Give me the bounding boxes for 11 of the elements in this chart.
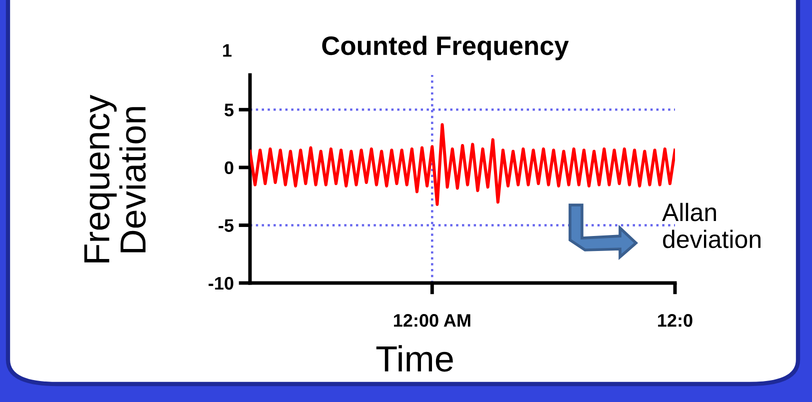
annotation: Allan deviation xyxy=(662,202,760,248)
x-axis-title: Time xyxy=(376,345,453,372)
chart-title: Counted Frequency xyxy=(322,36,569,60)
x-tick-label: 12:0 xyxy=(658,314,692,327)
x-tick-label: 12:00 AM xyxy=(394,314,470,327)
y-tick-label: 0 xyxy=(224,161,234,174)
y-axis-title: Frequency Deviation xyxy=(84,94,146,262)
text: 1 xyxy=(223,44,232,57)
y-tick-label: 5 xyxy=(224,104,234,116)
y-tick-label: -10 xyxy=(208,276,234,290)
y-tick-label: -5 xyxy=(218,219,234,232)
